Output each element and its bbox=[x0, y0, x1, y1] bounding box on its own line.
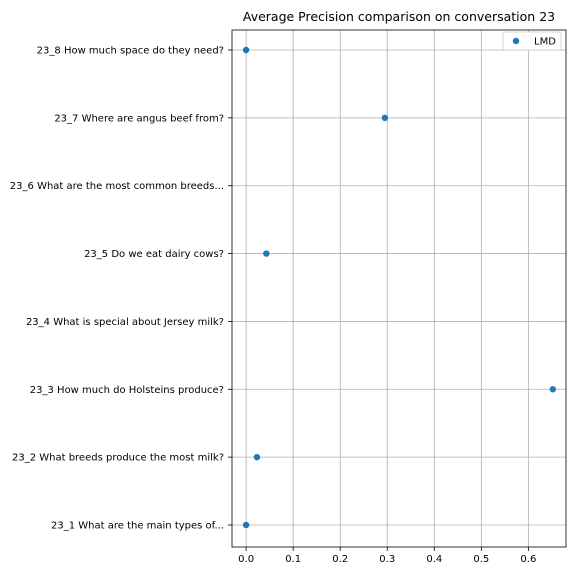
data-point bbox=[253, 453, 261, 461]
x-axis: 0.0 0.1 0.2 0.3 0.4 0.5 0.6 bbox=[238, 547, 536, 565]
x-tick-label: 0.5 bbox=[473, 554, 489, 565]
legend-box bbox=[502, 31, 562, 51]
y-tick-label: 23_7 Where are angus beef from? bbox=[54, 113, 224, 124]
y-tick-label: 23_3 How much do Holsteins produce? bbox=[30, 385, 224, 396]
data-point bbox=[242, 521, 250, 529]
x-tick-label: 0.0 bbox=[238, 554, 254, 565]
y-tick-label: 23_6 What are the most common breeds... bbox=[10, 181, 224, 192]
data-point bbox=[242, 46, 250, 54]
x-tick-label: 0.4 bbox=[426, 554, 442, 565]
data-point bbox=[381, 114, 389, 122]
chart-title: Average Precision comparison on conversa… bbox=[243, 9, 555, 24]
y-tick-label: 23_1 What are the main types of... bbox=[51, 521, 224, 532]
x-tick-label: 0.1 bbox=[285, 554, 301, 565]
legend-marker-lmd bbox=[512, 37, 520, 45]
legend-label-lmd: LMD bbox=[534, 37, 556, 48]
y-tick-label: 23_5 Do we eat dairy cows? bbox=[84, 249, 224, 260]
grid bbox=[232, 30, 566, 547]
x-tick-label: 0.6 bbox=[520, 554, 536, 565]
legend: LMD bbox=[502, 31, 562, 51]
x-tick-label: 0.3 bbox=[379, 554, 395, 565]
data-point bbox=[549, 386, 557, 393]
x-tick-label: 0.2 bbox=[332, 554, 348, 565]
y-tick-label: 23_4 What is special about Jersey milk? bbox=[26, 317, 224, 328]
data-point bbox=[263, 250, 270, 257]
y-tick-label: 23_2 What breeds produce the most milk? bbox=[12, 453, 224, 464]
y-tick-label: 23_8 How much space do they need? bbox=[37, 46, 224, 57]
y-axis: 23_1 What are the main types of... 23_2 W… bbox=[10, 46, 232, 532]
data-points bbox=[242, 46, 557, 529]
plot-area-frame bbox=[231, 29, 567, 548]
